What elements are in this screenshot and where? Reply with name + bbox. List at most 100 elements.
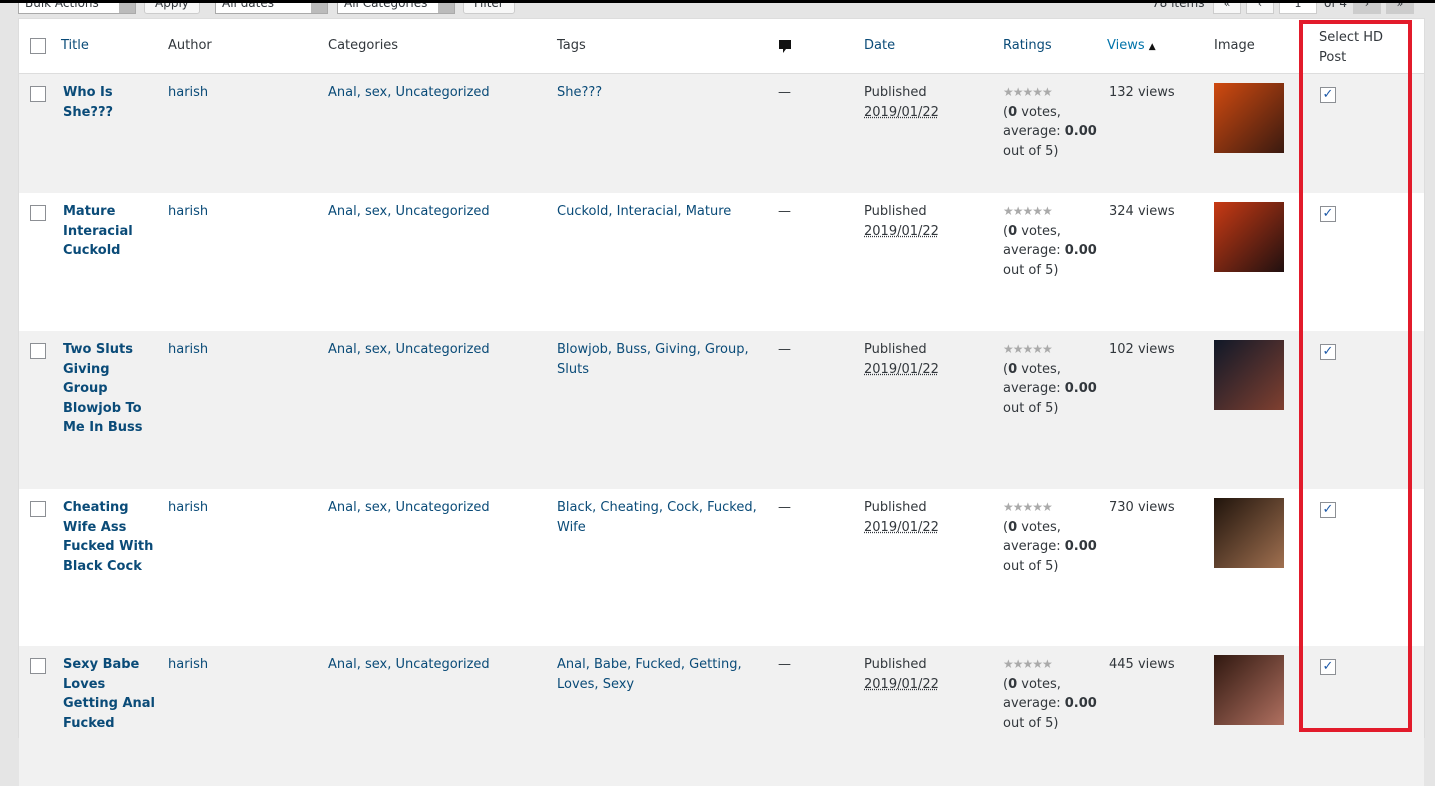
row-checkbox[interactable] (30, 501, 46, 517)
comments-count: — (778, 500, 791, 515)
dates-select[interactable]: All dates (215, 0, 328, 14)
tags-links[interactable]: She??? (557, 85, 603, 100)
column-date[interactable]: Date (864, 38, 896, 53)
categories-links[interactable]: Anal, sex, Uncategorized (328, 85, 490, 100)
column-views[interactable]: Views ▲ (1107, 38, 1156, 53)
apply-button[interactable]: Apply (144, 0, 200, 14)
paren: ( (1003, 519, 1009, 535)
post-date: Published 2019/01/22 (864, 340, 939, 379)
average-label: average: (1003, 696, 1065, 711)
categories-links[interactable]: Anal, sex, Uncategorized (328, 500, 490, 515)
tablenav-top: Bulk Actions Apply All dates All Categor… (0, 0, 1435, 16)
rating-stars-icon: ★★★★★ (1003, 657, 1053, 671)
hd-post-checkbox[interactable]: ✓ (1320, 344, 1336, 360)
bulk-actions-label: Bulk Actions (25, 0, 99, 10)
paren: ( (1003, 104, 1009, 120)
views-label: Views (1107, 38, 1145, 53)
votes-label: votes, (1017, 361, 1061, 377)
rating: ★★★★★ (0 votes, average: 0.00 out of 5) (1003, 498, 1103, 576)
categories-links[interactable]: Anal, sex, Uncategorized (328, 204, 490, 219)
hd-post-checkbox[interactable]: ✓ (1320, 206, 1336, 222)
votes-count: 0 (1008, 361, 1018, 377)
author-link[interactable]: harish (168, 85, 209, 100)
author-link[interactable]: harish (168, 500, 209, 515)
date-value: 2019/01/22 (864, 519, 939, 535)
comments-count: — (778, 342, 791, 357)
paren: ( (1003, 361, 1009, 377)
table-header: Title Author Categories Tags Date Rating… (19, 19, 1424, 74)
categories-links[interactable]: Anal, sex, Uncategorized (328, 657, 490, 672)
rating-stars-icon: ★★★★★ (1003, 342, 1053, 356)
post-title-link[interactable]: Sexy Babe Loves Getting Anal Fucked (63, 657, 156, 731)
post-thumbnail[interactable] (1214, 655, 1284, 725)
votes-count: 0 (1008, 223, 1018, 239)
date-value: 2019/01/22 (864, 104, 939, 120)
first-page-button[interactable]: « (1213, 0, 1241, 14)
rating: ★★★★★ (0 votes, average: 0.00 out of 5) (1003, 655, 1103, 733)
comments-count: — (778, 85, 791, 100)
comments-count: — (778, 204, 791, 219)
hd-post-checkbox[interactable]: ✓ (1320, 87, 1336, 103)
items-count: 78 items (1152, 0, 1205, 10)
column-title[interactable]: Title (61, 38, 89, 53)
tags-links[interactable]: Black, Cheating, Cock, Fucked, Wife (557, 500, 757, 535)
tags-links[interactable]: Cuckold, Interacial, Mature (557, 204, 732, 219)
post-date: Published 2019/01/22 (864, 498, 939, 537)
average-value: 0.00 (1064, 696, 1097, 711)
comment-bubble-icon[interactable] (778, 39, 792, 59)
post-thumbnail[interactable] (1214, 498, 1284, 568)
row-checkbox[interactable] (30, 205, 46, 221)
post-title-link[interactable]: Who Is She??? (63, 85, 114, 120)
post-status: Published (864, 657, 927, 672)
average-label: average: (1003, 381, 1065, 396)
bulk-actions-select[interactable]: Bulk Actions (18, 0, 136, 14)
column-tags: Tags (557, 38, 586, 53)
row-checkbox[interactable] (30, 86, 46, 102)
post-thumbnail[interactable] (1214, 340, 1284, 410)
post-thumbnail[interactable] (1214, 83, 1284, 153)
votes-label: votes, (1017, 676, 1061, 692)
post-title-link[interactable]: Two Sluts Giving Group Blowjob To Me In … (63, 342, 143, 435)
author-link[interactable]: harish (168, 657, 209, 672)
sort-asc-icon: ▲ (1148, 42, 1156, 52)
author-link[interactable]: harish (168, 342, 209, 357)
row-checkbox[interactable] (30, 658, 46, 674)
column-select-hd: Select HD Post (1319, 30, 1384, 65)
post-title-link[interactable]: Mature Interacial Cuckold (63, 204, 133, 258)
last-page-button[interactable]: » (1386, 0, 1414, 14)
comments-count: — (778, 657, 791, 672)
next-page-button[interactable]: › (1353, 0, 1381, 14)
post-status: Published (864, 342, 927, 357)
post-thumbnail[interactable] (1214, 202, 1284, 272)
post-date: Published 2019/01/22 (864, 655, 939, 694)
paren: ( (1003, 676, 1009, 692)
post-status: Published (864, 500, 927, 515)
prev-page-button[interactable]: ‹ (1246, 0, 1274, 14)
hd-post-checkbox[interactable]: ✓ (1320, 502, 1336, 518)
hd-post-checkbox[interactable]: ✓ (1320, 659, 1336, 675)
select-all-checkbox[interactable] (30, 38, 46, 54)
post-title-link[interactable]: Cheating Wife Ass Fucked With Black Cock (63, 500, 154, 574)
author-link[interactable]: harish (168, 204, 209, 219)
average-value: 0.00 (1064, 539, 1097, 554)
post-status: Published (864, 85, 927, 100)
tags-links[interactable]: Blowjob, Buss, Giving, Group, Sluts (557, 342, 749, 377)
categories-links[interactable]: Anal, sex, Uncategorized (328, 342, 490, 357)
out-of-label: out of 5) (1003, 715, 1059, 731)
categories-label: All Categories (344, 0, 428, 10)
column-ratings[interactable]: Ratings (1003, 38, 1052, 53)
posts-table: Title Author Categories Tags Date Rating… (18, 18, 1425, 786)
out-of-label: out of 5) (1003, 143, 1059, 159)
row-checkbox[interactable] (30, 343, 46, 359)
rating: ★★★★★ (0 votes, average: 0.00 out of 5) (1003, 83, 1103, 161)
average-label: average: (1003, 124, 1065, 139)
post-status: Published (864, 204, 927, 219)
votes-label: votes, (1017, 104, 1061, 120)
table-row: Mature Interacial Cuckold harish Anal, s… (19, 193, 1424, 331)
chevron-down-icon (311, 0, 327, 13)
filter-button[interactable]: Filter (463, 0, 515, 14)
current-page-input[interactable]: 1 (1279, 0, 1317, 14)
tags-links[interactable]: Anal, Babe, Fucked, Getting, Loves, Sexy (557, 657, 742, 692)
categories-select[interactable]: All Categories (337, 0, 455, 14)
total-pages: of 4 (1324, 0, 1348, 10)
